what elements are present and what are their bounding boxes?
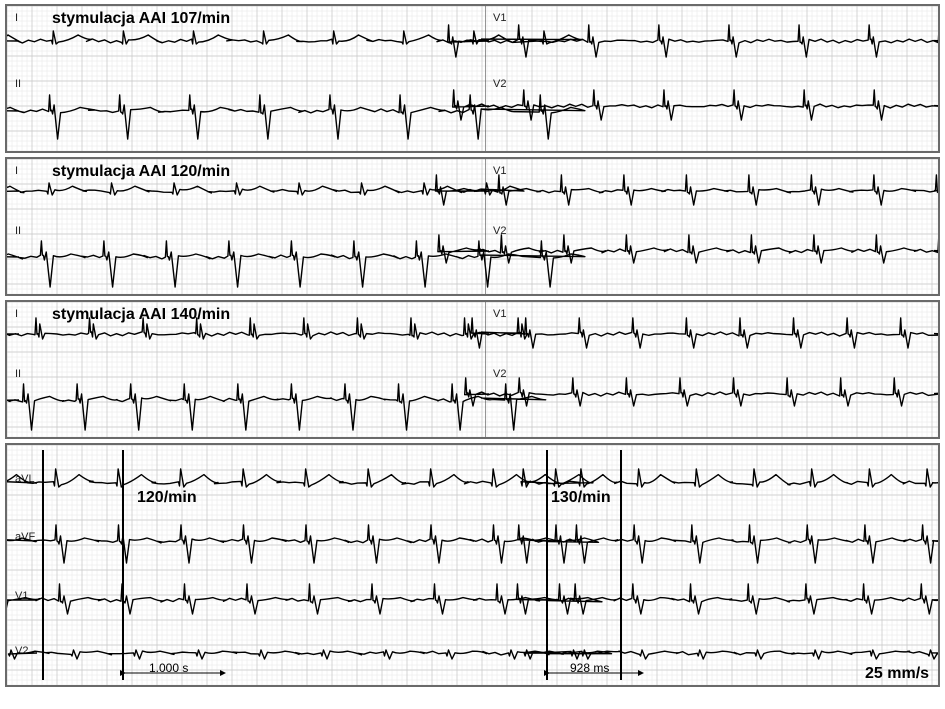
ecg-traces xyxy=(7,302,938,437)
ecg-panel-aai-107: stymulacja AAI 107/min I II V1 V2 xyxy=(5,4,940,153)
ecg-panel-aai-120: stymulacja AAI 120/min I II V1 V2 xyxy=(5,157,940,296)
ecg-panel-rate-change: aVL aVF V1 V2 120/min 130/min 1.000 s 92… xyxy=(5,443,940,687)
ecg-traces xyxy=(7,6,938,151)
ecg-traces xyxy=(7,159,938,294)
ecg-traces xyxy=(7,445,938,685)
ecg-panel-aai-140: stymulacja AAI 140/min I II V1 V2 xyxy=(5,300,940,439)
